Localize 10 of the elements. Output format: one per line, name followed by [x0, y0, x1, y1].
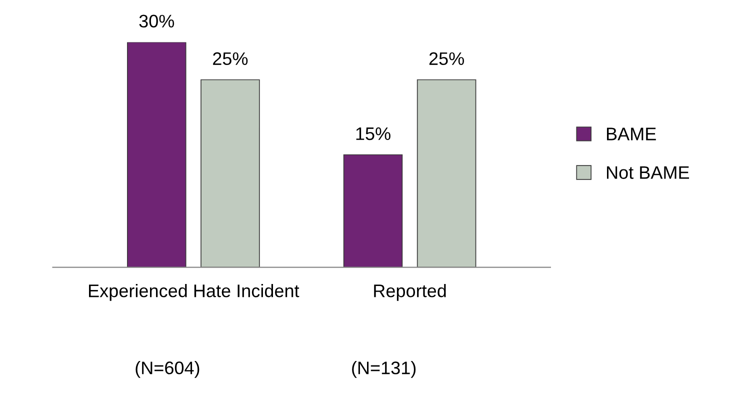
x-tick-label: Experienced Hate Incident [89, 284, 300, 301]
data-label: 30% [139, 14, 174, 28]
data-label: 25% [429, 52, 464, 66]
data-label: 15% [356, 127, 390, 140]
legend-label: Not BAME [606, 166, 690, 179]
legend-label: BAME [606, 128, 656, 140]
x-tick-label: Reported [374, 284, 446, 301]
text: (N=604) [136, 361, 200, 378]
text: (N=131) [352, 361, 416, 378]
data-label: 25% [213, 52, 248, 66]
